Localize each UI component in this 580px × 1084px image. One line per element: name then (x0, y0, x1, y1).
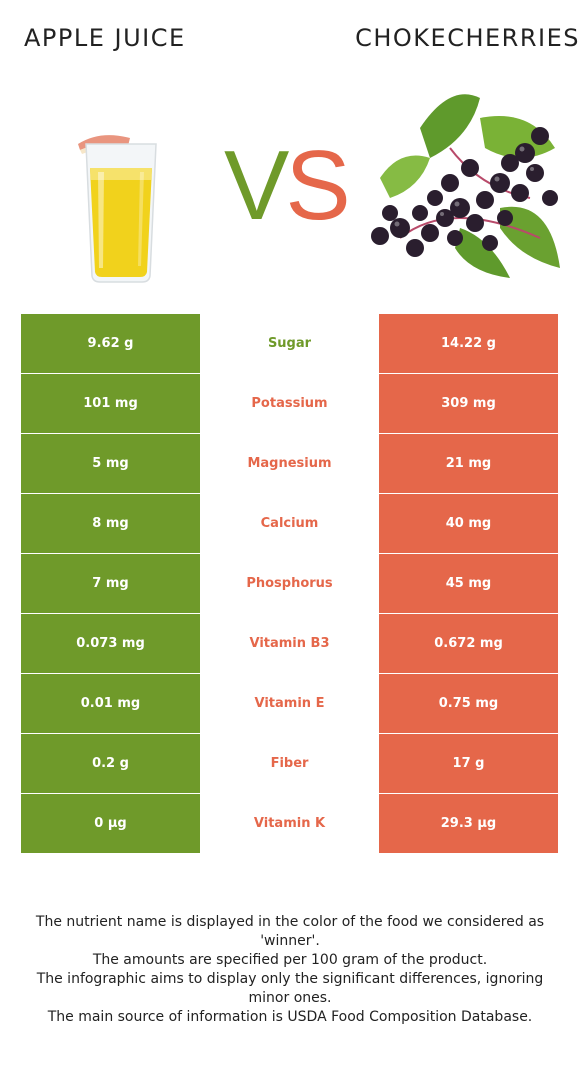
apple-juice-value: 8 mg (21, 494, 200, 553)
apple-juice-value: 0 µg (21, 794, 200, 853)
vs-s: S (285, 130, 350, 240)
chokecherries-image (371, 94, 560, 278)
footer-line-4: The main source of information is USDA F… (47, 1009, 533, 1025)
footer-line-1: The nutrient name is displayed in the co… (35, 914, 545, 949)
apple-juice-value: 0.2 g (21, 734, 200, 793)
nutrient-name: Vitamin K (200, 794, 379, 853)
apple-juice-value: 0.01 mg (21, 674, 200, 733)
nutrient-comparison-table: 9.62 g Sugar 14.22 g 101 mg Potassium 309 mg 5… (21, 314, 558, 854)
nutrient-name: Calcium (200, 494, 379, 553)
chokecherries-value: 29.3 µg (379, 794, 558, 853)
apple-juice-glass-image (78, 135, 157, 283)
nutrient-name: Magnesium (200, 434, 379, 493)
chokecherries-value: 14.22 g (379, 314, 558, 373)
apple-juice-value: 5 mg (21, 434, 200, 493)
apple-juice-value: 101 mg (21, 374, 200, 433)
chokecherries-value: 0.672 mg (379, 614, 558, 673)
apple-juice-value: 9.62 g (21, 314, 200, 373)
table-row: 0.073 mg Vitamin B3 0.672 mg (21, 614, 558, 673)
footer-line-2: The amounts are specified per 100 gram o… (92, 952, 488, 968)
apple-juice-value: 0.073 mg (21, 614, 200, 673)
chokecherries-value: 0.75 mg (379, 674, 558, 733)
chokecherries-title: CHOKECHERRIES (355, 24, 580, 52)
apple-juice-title: APPLE JUICE (24, 24, 186, 52)
table-row: 7 mg Phosphorus 45 mg (21, 554, 558, 613)
chokecherries-value: 17 g (379, 734, 558, 793)
footer-line-3: The infographic aims to display only the… (36, 971, 544, 1006)
chokecherries-value: 309 mg (379, 374, 558, 433)
vs-label: VS (224, 136, 351, 234)
table-row: 0.01 mg Vitamin E 0.75 mg (21, 674, 558, 733)
footer-notes: The nutrient name is displayed in the co… (20, 913, 560, 1027)
table-row: 0.2 g Fiber 17 g (21, 734, 558, 793)
nutrient-name: Sugar (200, 314, 379, 373)
nutrient-name: Phosphorus (200, 554, 379, 613)
table-row: 0 µg Vitamin K 29.3 µg (21, 794, 558, 853)
vs-v: V (224, 130, 289, 240)
apple-juice-value: 7 mg (21, 554, 200, 613)
table-row: 8 mg Calcium 40 mg (21, 494, 558, 553)
table-row: 9.62 g Sugar 14.22 g (21, 314, 558, 373)
table-row: 5 mg Magnesium 21 mg (21, 434, 558, 493)
nutrient-name: Potassium (200, 374, 379, 433)
chokecherries-value: 45 mg (379, 554, 558, 613)
table-row: 101 mg Potassium 309 mg (21, 374, 558, 433)
nutrient-name: Vitamin E (200, 674, 379, 733)
nutrient-name: Fiber (200, 734, 379, 793)
chokecherries-value: 40 mg (379, 494, 558, 553)
chokecherries-value: 21 mg (379, 434, 558, 493)
nutrient-name: Vitamin B3 (200, 614, 379, 673)
